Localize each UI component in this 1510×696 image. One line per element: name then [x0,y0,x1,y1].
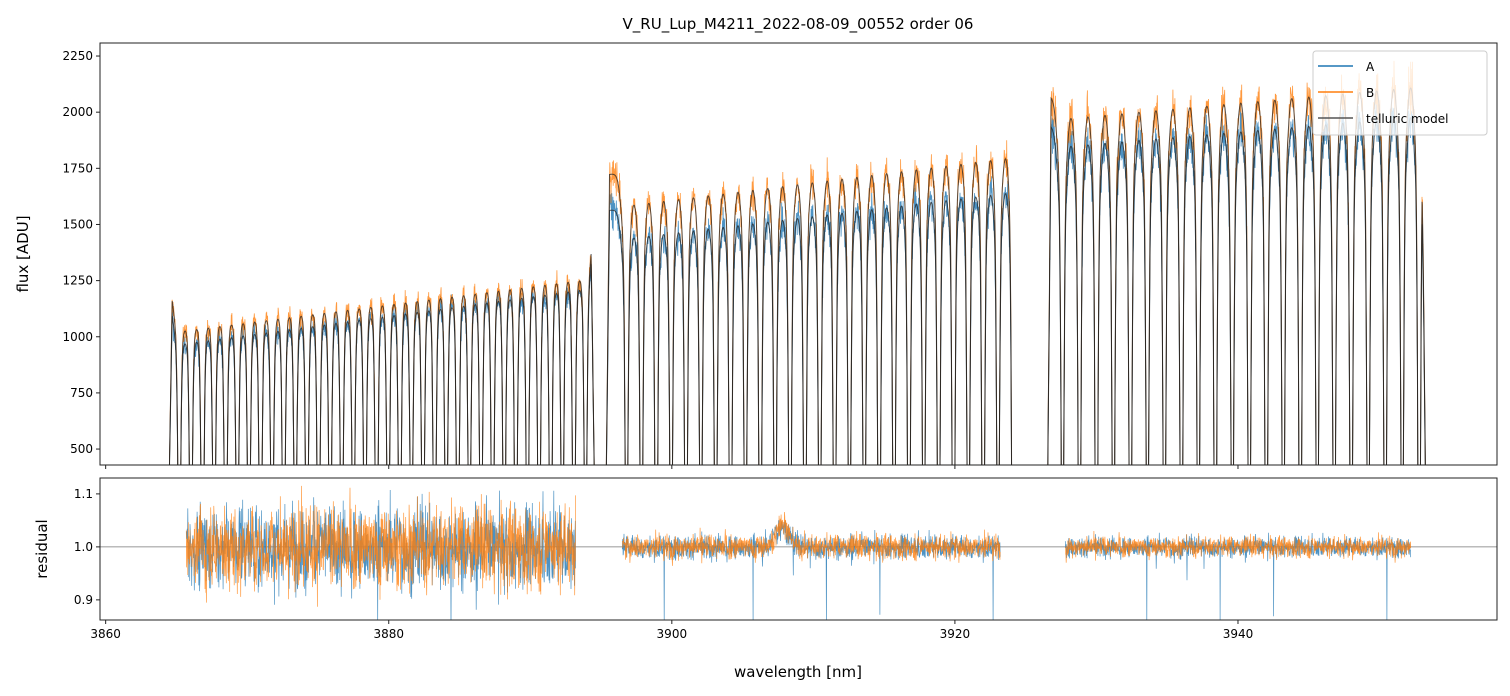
series-b-line [605,140,1012,465]
residual-panel: 0.9 1.0 1.1 3860 3880 3900 3920 3940 [74,477,1498,641]
y-tick-label: 1.0 [74,540,93,554]
y-tick-label: 1000 [62,330,93,344]
y-tick-label: 500 [70,442,93,456]
legend-label-model: telluric model [1366,112,1448,126]
axes-frame [99,477,1498,621]
y-tick-label: 1500 [62,217,93,231]
x-axis-label: wavelength [nm] [734,663,862,681]
y-axis-label-residual: residual [33,519,51,578]
y-tick-label: 2250 [62,49,93,63]
chart-title: V_RU_Lup_M4211_2022-08-09_00552 order 06 [623,15,974,34]
residual-b-line [621,511,1001,566]
telluric-model-line-b [605,158,1013,465]
legend: A B telluric model [1312,50,1488,136]
telluric-model-line-a [1047,117,1426,465]
x-tick-label: 3900 [657,627,688,641]
x-tick-label: 3880 [373,627,404,641]
legend-label-a: A [1366,60,1375,74]
y-tick-label: 1750 [62,161,93,175]
residual-b-line [185,485,576,607]
y-tick-label: 1250 [62,274,93,288]
axes-frame [99,42,1498,466]
y-tick-label: 750 [70,386,93,400]
y-axis-label-flux: flux [ADU] [14,215,32,292]
y-tick-label: 1.1 [74,487,93,501]
y-tick-label: 0.9 [74,593,93,607]
x-tick-label: 3860 [90,627,121,641]
x-tick-label: 3940 [1223,627,1254,641]
plot-area [168,60,1426,465]
residual-a-line [621,520,1001,620]
plot-area [100,485,1497,620]
flux-panel: 500 750 1000 1250 1500 1750 2000 2250 [62,42,1498,469]
x-tick-label: 3920 [940,627,971,641]
y-tick-label: 2000 [62,105,93,119]
legend-label-b: B [1366,86,1374,100]
residual-b-line [1064,530,1412,563]
telluric-model-line-b [168,253,595,465]
